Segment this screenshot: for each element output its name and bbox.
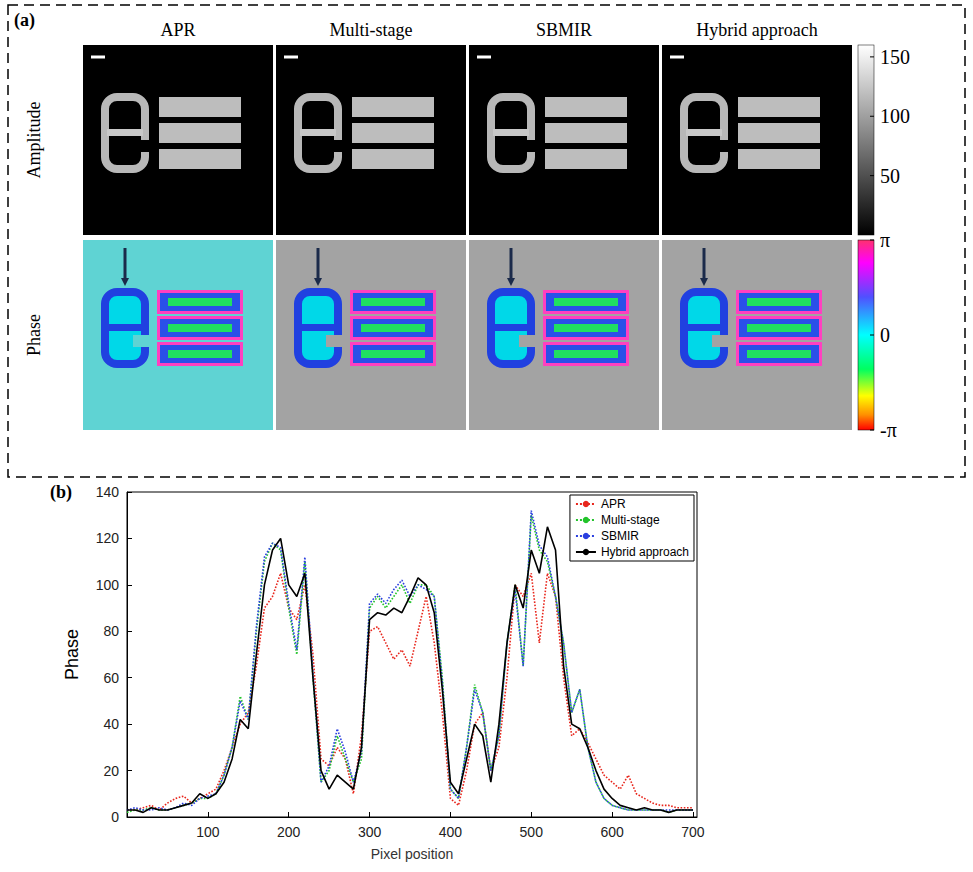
svg-text:40: 40 (103, 716, 119, 732)
svg-text:140: 140 (96, 484, 120, 500)
svg-text:SBMIR: SBMIR (601, 529, 639, 543)
svg-text:300: 300 (358, 824, 382, 840)
svg-text:Phase: Phase (62, 629, 82, 680)
svg-text:(a): (a) (14, 10, 35, 31)
svg-text:0: 0 (880, 324, 890, 346)
svg-text:Multi-stage: Multi-stage (601, 513, 660, 527)
svg-text:100: 100 (196, 824, 220, 840)
svg-text:200: 200 (277, 824, 301, 840)
svg-text:Phase: Phase (24, 314, 44, 356)
svg-text:APR: APR (160, 20, 195, 40)
svg-text:100: 100 (96, 577, 120, 593)
svg-text:50: 50 (880, 165, 900, 187)
svg-text:APR: APR (601, 497, 626, 511)
svg-text:60: 60 (103, 670, 119, 686)
svg-text:Pixel position: Pixel position (371, 846, 454, 862)
html-text:(b): (b) (50, 482, 72, 502)
svg-text:80: 80 (103, 623, 119, 639)
svg-text:SBMIR: SBMIR (536, 20, 592, 40)
svg-text:0: 0 (111, 809, 119, 825)
svg-text:500: 500 (520, 824, 544, 840)
svg-text:-π: -π (880, 419, 897, 441)
svg-text:700: 700 (681, 824, 705, 840)
svg-text:100: 100 (880, 105, 910, 127)
svg-text:Amplitude: Amplitude (24, 101, 44, 178)
svg-text:600: 600 (600, 824, 624, 840)
svg-text:20: 20 (103, 763, 119, 779)
svg-text:Hybrid approach: Hybrid approach (696, 20, 817, 40)
svg-text:120: 120 (96, 530, 120, 546)
svg-text:π: π (880, 229, 890, 251)
svg-text:150: 150 (880, 46, 910, 68)
svg-text:Multi-stage: Multi-stage (330, 20, 413, 40)
svg-text:Hybrid approach: Hybrid approach (601, 545, 689, 559)
svg-text:400: 400 (439, 824, 463, 840)
